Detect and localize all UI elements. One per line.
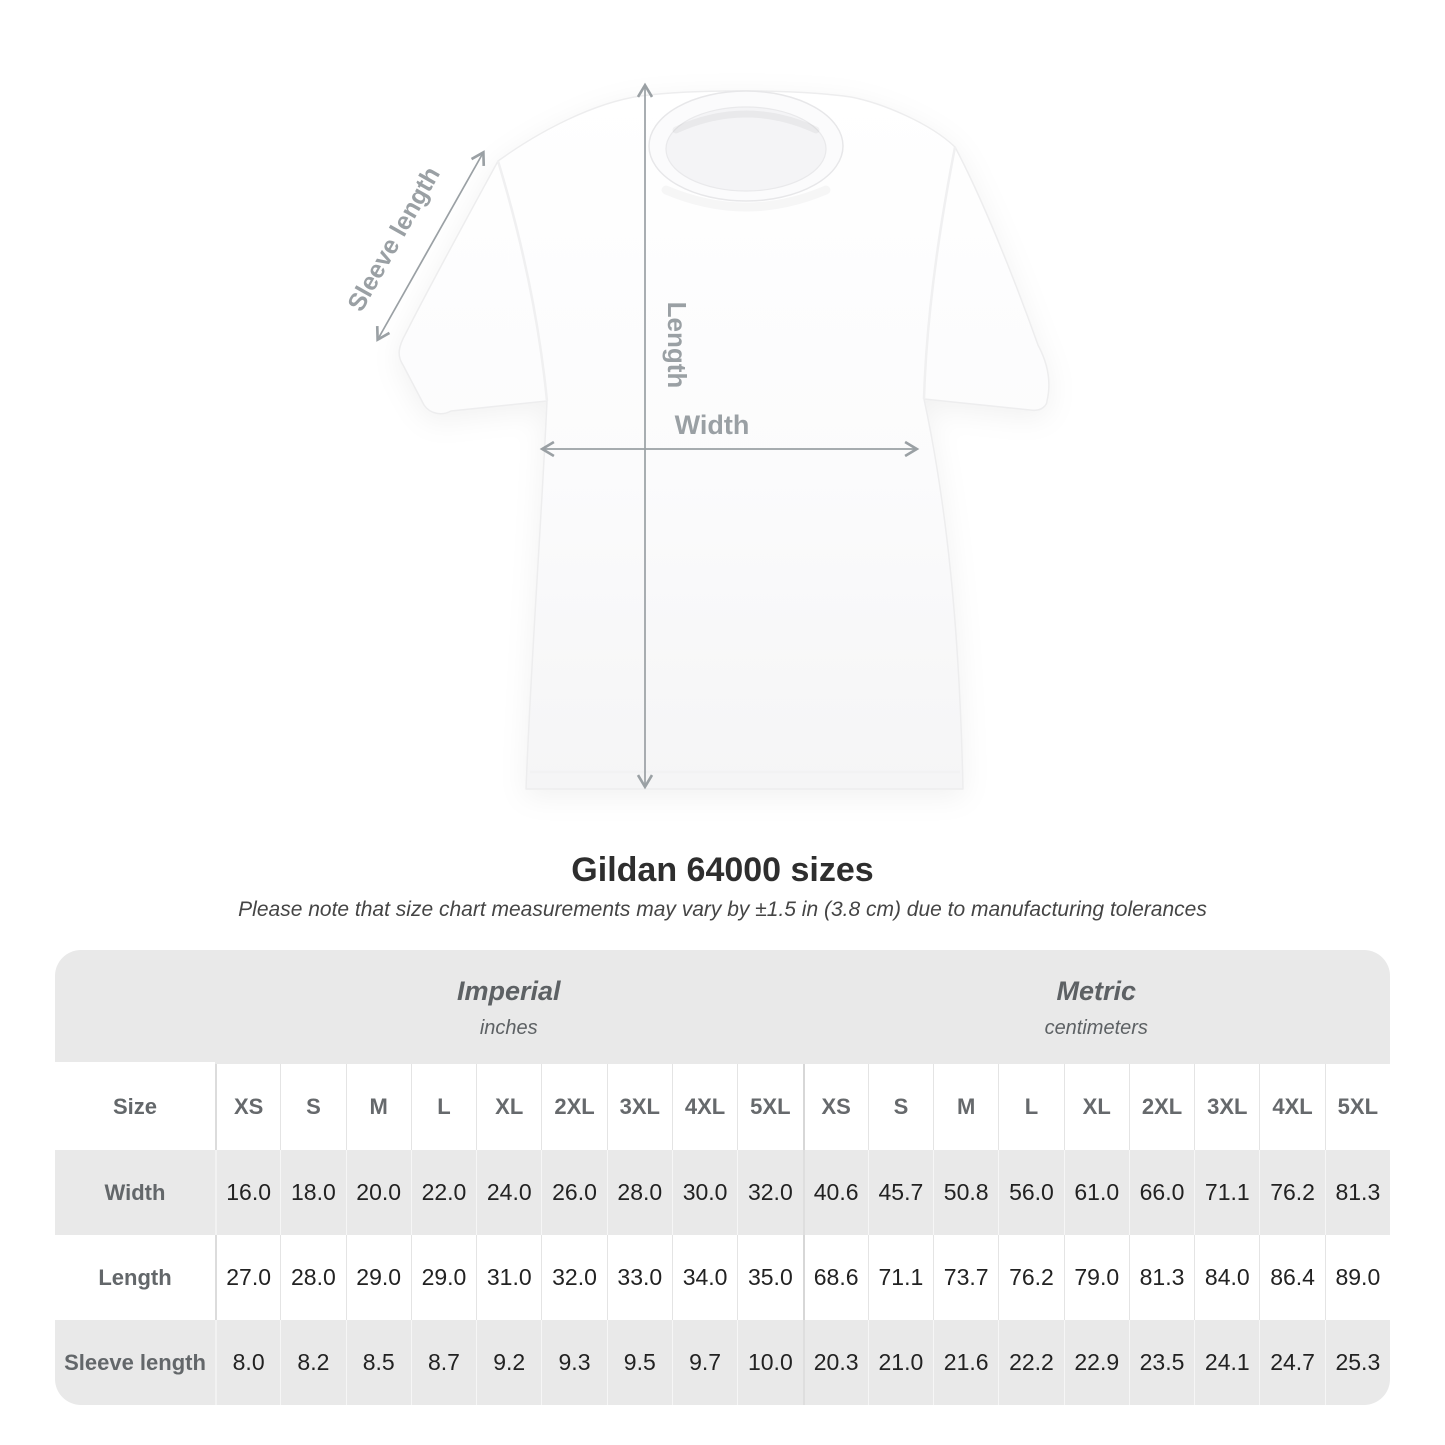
- table-cell: 61.0: [1063, 1150, 1129, 1235]
- size-header-metric-5xl: 5XL: [1324, 1064, 1390, 1150]
- size-header-metric-l: L: [998, 1064, 1064, 1150]
- table-cell: 81.3: [1324, 1150, 1390, 1235]
- table-cell: 50.8: [933, 1150, 999, 1235]
- size-header-metric-4xl: 4XL: [1259, 1064, 1325, 1150]
- unit-band-spacer: [55, 950, 215, 1062]
- table-cell: 33.0: [606, 1235, 672, 1320]
- table-cell: 8.5: [345, 1320, 411, 1405]
- size-header-imperial-l: L: [410, 1064, 477, 1150]
- size-header-imperial-4xl: 4XL: [671, 1064, 738, 1150]
- table-cell: 89.0: [1324, 1235, 1390, 1320]
- table-cell: 20.3: [802, 1320, 868, 1405]
- size-column-header: Size: [55, 1064, 215, 1150]
- table-cell: 76.2: [998, 1235, 1064, 1320]
- table-cell: 31.0: [476, 1235, 542, 1320]
- width-label: Width: [675, 410, 750, 440]
- left-sleeve-seam: [496, 160, 549, 402]
- table-cell: 71.1: [867, 1235, 934, 1320]
- right-sleeve-seam: [922, 146, 957, 400]
- table-cell: 81.3: [1128, 1235, 1195, 1320]
- table-cell: 79.0: [1063, 1235, 1129, 1320]
- size-header-metric-m: M: [933, 1064, 999, 1150]
- sleeve-length-arrow: [375, 150, 486, 342]
- size-header-metric-xs: XS: [802, 1064, 868, 1150]
- size-header-imperial-xs: XS: [215, 1064, 281, 1150]
- table-cell: 40.6: [802, 1150, 868, 1235]
- table-cell: 9.5: [606, 1320, 672, 1405]
- size-header-metric-xl: XL: [1063, 1064, 1129, 1150]
- table-cell: 84.0: [1194, 1235, 1260, 1320]
- collar-shadow: [672, 110, 820, 134]
- imperial-header: Imperial inches: [215, 950, 803, 1064]
- metric-title: Metric: [1056, 976, 1137, 1006]
- table-cell: 28.0: [606, 1150, 672, 1235]
- table-cell: 73.7: [933, 1235, 999, 1320]
- tolerance-note: Please note that size chart measurements…: [238, 898, 1207, 921]
- table-cell: 16.0: [215, 1150, 281, 1235]
- table-cell: 8.0: [215, 1320, 281, 1405]
- row-label-width: Width: [55, 1150, 215, 1235]
- length-label: Length: [662, 302, 692, 389]
- table-cell: 76.2: [1259, 1150, 1325, 1235]
- table-cell: 56.0: [998, 1150, 1064, 1235]
- imperial-title: Imperial: [456, 976, 561, 1006]
- table-cell: 20.0: [345, 1150, 411, 1235]
- size-header-metric-3xl: 3XL: [1194, 1064, 1260, 1150]
- table-cell: 23.5: [1128, 1320, 1195, 1405]
- table-cell: 29.0: [345, 1235, 411, 1320]
- table-cell: 45.7: [867, 1150, 934, 1235]
- size-header-imperial-s: S: [280, 1064, 346, 1150]
- size-table: Imperial inches Metric centimeters Size …: [55, 950, 1390, 1405]
- table-cell: 24.0: [476, 1150, 542, 1235]
- collar-inner: [665, 106, 827, 192]
- table-cell: 22.0: [410, 1150, 477, 1235]
- page-title: Gildan 64000 sizes: [571, 851, 874, 889]
- table-cell: 28.0: [280, 1235, 346, 1320]
- size-header-imperial-3xl: 3XL: [606, 1064, 672, 1150]
- table-cell: 10.0: [737, 1320, 803, 1405]
- table-cell: 21.6: [933, 1320, 999, 1405]
- metric-subtitle: centimeters: [1044, 1017, 1148, 1039]
- size-header-imperial-2xl: 2XL: [541, 1064, 607, 1150]
- table-cell: 26.0: [541, 1150, 607, 1235]
- table-cell: 22.9: [1063, 1320, 1129, 1405]
- table-cell: 68.6: [802, 1235, 868, 1320]
- table-cell: 18.0: [280, 1150, 346, 1235]
- tshirt-graphic: Sleeve length Length Width: [342, 82, 1050, 790]
- table-cell: 9.2: [476, 1320, 542, 1405]
- size-header-imperial-m: M: [345, 1064, 411, 1150]
- table-cell: 66.0: [1128, 1150, 1195, 1235]
- table-cell: 35.0: [737, 1235, 803, 1320]
- table-cell: 86.4: [1259, 1235, 1325, 1320]
- table-cell: 25.3: [1324, 1320, 1390, 1405]
- table-cell: 32.0: [737, 1150, 803, 1235]
- table-cell: 24.7: [1259, 1320, 1325, 1405]
- tshirt-silhouette: [398, 90, 1050, 790]
- metric-header: Metric centimeters: [802, 950, 1390, 1064]
- tshirt-diagram: Sleeve length Length Width: [342, 82, 1050, 790]
- size-header-imperial-xl: XL: [476, 1064, 542, 1150]
- table-cell: 34.0: [671, 1235, 738, 1320]
- table-cell: 29.0: [410, 1235, 477, 1320]
- table-cell: 24.1: [1194, 1320, 1260, 1405]
- table-cell: 32.0: [541, 1235, 607, 1320]
- table-cell: 21.0: [867, 1320, 934, 1405]
- size-header-metric-2xl: 2XL: [1128, 1064, 1195, 1150]
- table-cell: 27.0: [215, 1235, 281, 1320]
- table-cell: 8.7: [410, 1320, 477, 1405]
- table-cell: 8.2: [280, 1320, 346, 1405]
- row-label-length: Length: [55, 1235, 215, 1320]
- table-cell: 9.7: [671, 1320, 738, 1405]
- imperial-subtitle: inches: [479, 1017, 538, 1039]
- table-cell: 22.2: [998, 1320, 1064, 1405]
- table-cell: 9.3: [541, 1320, 607, 1405]
- size-header-metric-s: S: [867, 1064, 934, 1150]
- size-header-imperial-5xl: 5XL: [737, 1064, 803, 1150]
- table-cell: 30.0: [671, 1150, 738, 1235]
- table-cell: 71.1: [1194, 1150, 1260, 1235]
- row-label-sleeve-length: Sleeve length: [55, 1320, 215, 1405]
